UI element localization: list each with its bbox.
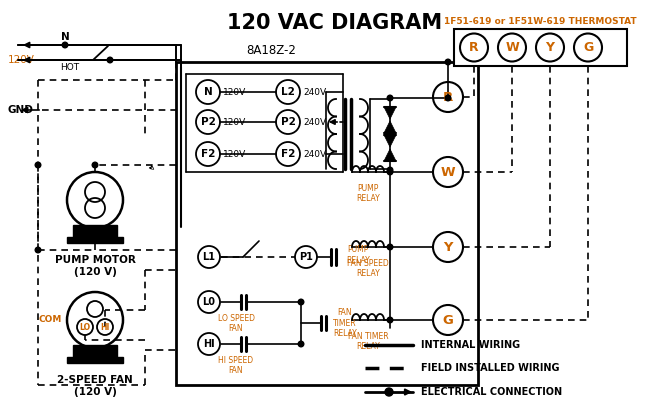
Circle shape xyxy=(387,317,393,323)
Text: HOT: HOT xyxy=(60,63,80,72)
Text: FIELD INSTALLED WIRING: FIELD INSTALLED WIRING xyxy=(421,363,559,373)
Text: L1: L1 xyxy=(202,252,216,262)
Text: W: W xyxy=(505,41,519,54)
Text: 1F51-619 or 1F51W-619 THERMOSTAT: 1F51-619 or 1F51W-619 THERMOSTAT xyxy=(444,17,636,26)
Text: PUMP MOTOR
(120 V): PUMP MOTOR (120 V) xyxy=(54,255,135,277)
Text: F2: F2 xyxy=(281,149,295,159)
Circle shape xyxy=(298,341,304,347)
Text: LO SPEED
FAN: LO SPEED FAN xyxy=(218,314,255,334)
Circle shape xyxy=(92,162,98,168)
FancyBboxPatch shape xyxy=(176,62,478,385)
FancyBboxPatch shape xyxy=(454,29,627,66)
Circle shape xyxy=(62,42,68,48)
Circle shape xyxy=(445,95,451,101)
Text: 240V: 240V xyxy=(303,150,326,158)
Polygon shape xyxy=(384,121,396,133)
Circle shape xyxy=(107,57,113,63)
Text: P2: P2 xyxy=(281,117,295,127)
Text: R: R xyxy=(469,41,479,54)
Text: P1: P1 xyxy=(299,252,313,262)
Bar xyxy=(73,225,117,237)
Text: COM: COM xyxy=(39,316,62,324)
Bar xyxy=(67,237,123,243)
Text: 120 VAC DIAGRAM: 120 VAC DIAGRAM xyxy=(227,13,443,33)
Text: ELECTRICAL CONNECTION: ELECTRICAL CONNECTION xyxy=(421,387,562,397)
Text: HI SPEED
FAN: HI SPEED FAN xyxy=(218,356,253,375)
Text: L0: L0 xyxy=(202,297,216,307)
Text: FAN SPEED
RELAY: FAN SPEED RELAY xyxy=(347,259,389,278)
Circle shape xyxy=(387,244,393,250)
Polygon shape xyxy=(384,135,396,147)
Text: FAN
TIMER
RELAY: FAN TIMER RELAY xyxy=(333,308,356,338)
Text: P2: P2 xyxy=(200,117,216,127)
Text: Y: Y xyxy=(545,41,555,54)
Circle shape xyxy=(387,95,393,101)
Circle shape xyxy=(36,247,41,253)
Circle shape xyxy=(387,167,393,173)
Circle shape xyxy=(387,169,393,175)
Text: W: W xyxy=(441,166,456,178)
Text: 240V: 240V xyxy=(303,88,326,96)
Text: FAN TIMER
RELAY: FAN TIMER RELAY xyxy=(348,332,389,352)
Text: LO: LO xyxy=(80,323,90,331)
Text: 2-SPEED FAN
(120 V): 2-SPEED FAN (120 V) xyxy=(57,375,133,397)
Text: F2: F2 xyxy=(201,149,215,159)
Text: GND: GND xyxy=(8,105,34,115)
Text: N: N xyxy=(60,32,70,42)
Text: G: G xyxy=(583,41,593,54)
Text: HI: HI xyxy=(100,323,110,331)
Text: Y: Y xyxy=(444,241,453,253)
Polygon shape xyxy=(384,107,396,119)
Text: N: N xyxy=(204,87,212,97)
Bar xyxy=(73,345,117,357)
Circle shape xyxy=(36,162,41,168)
Polygon shape xyxy=(384,149,396,161)
Text: G: G xyxy=(443,313,454,326)
Text: 120V: 120V xyxy=(223,150,247,158)
Circle shape xyxy=(445,59,451,65)
Bar xyxy=(67,357,123,363)
Circle shape xyxy=(298,299,304,305)
Circle shape xyxy=(385,388,393,396)
Text: HI: HI xyxy=(203,339,215,349)
Text: R: R xyxy=(443,91,453,103)
Text: PUMP
RELAY: PUMP RELAY xyxy=(356,184,380,203)
Text: 120V: 120V xyxy=(223,117,247,127)
Text: 8A18Z-2: 8A18Z-2 xyxy=(246,44,296,57)
Text: PUMP
RELAY: PUMP RELAY xyxy=(346,245,370,265)
Text: 120V: 120V xyxy=(8,55,35,65)
Text: 240V: 240V xyxy=(303,117,326,127)
Text: L2: L2 xyxy=(281,87,295,97)
Text: INTERNAL WIRING: INTERNAL WIRING xyxy=(421,340,520,350)
Text: 120V: 120V xyxy=(223,88,247,96)
